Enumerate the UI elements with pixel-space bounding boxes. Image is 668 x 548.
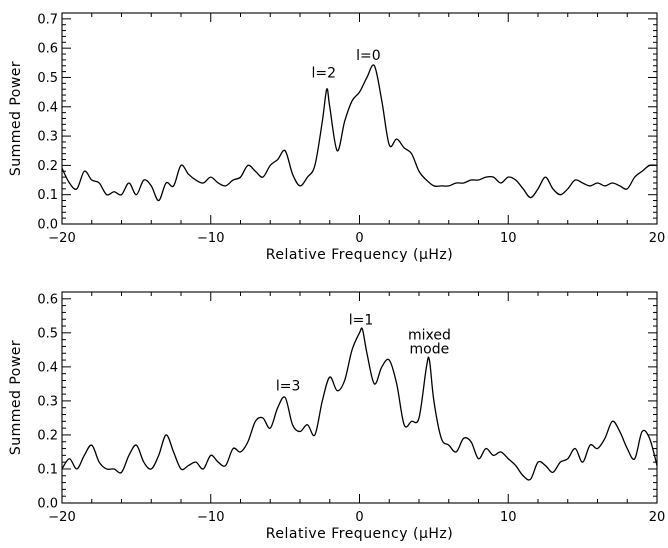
- chart-0-x-tick-label: 10: [500, 231, 517, 246]
- chart-0-y-tick-label: 0.5: [37, 71, 58, 86]
- chart-1-y-tick-label: 0.4: [37, 360, 58, 375]
- chart-0-x-tick-label: 20: [649, 231, 666, 246]
- chart-0-y-tick-label: 0.0: [37, 218, 58, 233]
- chart-1-y-tick-label: 0.2: [37, 428, 58, 443]
- chart-1-series-line-0: [61, 327, 658, 481]
- top-panel: −20 −10 0 10 20 0.0 0.1 0.2 0.3 0.4 0.5 0.6 0.7 Relat…: [8, 12, 665, 263]
- chart-1-x-tick-label: −20: [48, 510, 75, 525]
- chart-1-x-tick-label: −10: [197, 510, 224, 525]
- chart-0-y-tick-label: 0.3: [37, 130, 58, 145]
- chart-1-y-tick-label: 0.5: [37, 326, 58, 341]
- chart-1-y-tick-label: 0.0: [37, 497, 58, 512]
- chart-1-annotation: mixed: [408, 328, 451, 344]
- chart-0-x-tick-label: 0: [355, 231, 363, 246]
- bottom-panel: −20 −10 0 10 20 0.0 0.1 0.2 0.3 0.4 0.5 0.6 Relative…: [8, 291, 666, 542]
- chart-0-y-tick-label: 0.1: [37, 188, 58, 203]
- chart-1-y-tick-label: 0.3: [37, 394, 58, 409]
- chart-1-x-tick-label: 10: [500, 510, 517, 525]
- chart-1-y-axis-label: Summed Power: [8, 340, 24, 455]
- chart-0-x-tick-label: −10: [197, 231, 224, 246]
- chart-0-x-axis-label: Relative Frequency (μHz): [266, 247, 453, 263]
- chart-0-y-tick-label: 0.4: [37, 100, 58, 115]
- chart-1-annotation: l=1: [349, 312, 374, 328]
- chart-0-annotation: l=0: [356, 48, 381, 64]
- chart-0-y-axis-label: Summed Power: [8, 61, 24, 176]
- chart-0-plot-frame: [61, 12, 658, 225]
- chart-1-y-tick-label: 0.1: [37, 462, 58, 477]
- chart-0-x-tick-label: −20: [48, 231, 75, 246]
- chart-0-y-tick-label: 0.2: [37, 159, 58, 174]
- chart-1-annotation: mode: [410, 341, 450, 357]
- chart-1-x-tick-label: 0: [355, 510, 363, 525]
- chart-1-x-tick-label: 20: [649, 510, 666, 525]
- chart-0-annotation: l=2: [312, 65, 337, 81]
- chart-0-y-tick-label: 0.7: [37, 12, 58, 27]
- chart-1-annotation: l=3: [276, 379, 301, 395]
- chart-0-y-tick-label: 0.6: [37, 42, 58, 57]
- chart-0-series-line-0: [61, 64, 658, 202]
- chart-1-y-tick-label: 0.6: [37, 292, 58, 307]
- chart-1-x-axis-label: Relative Frequency (μHz): [266, 526, 453, 542]
